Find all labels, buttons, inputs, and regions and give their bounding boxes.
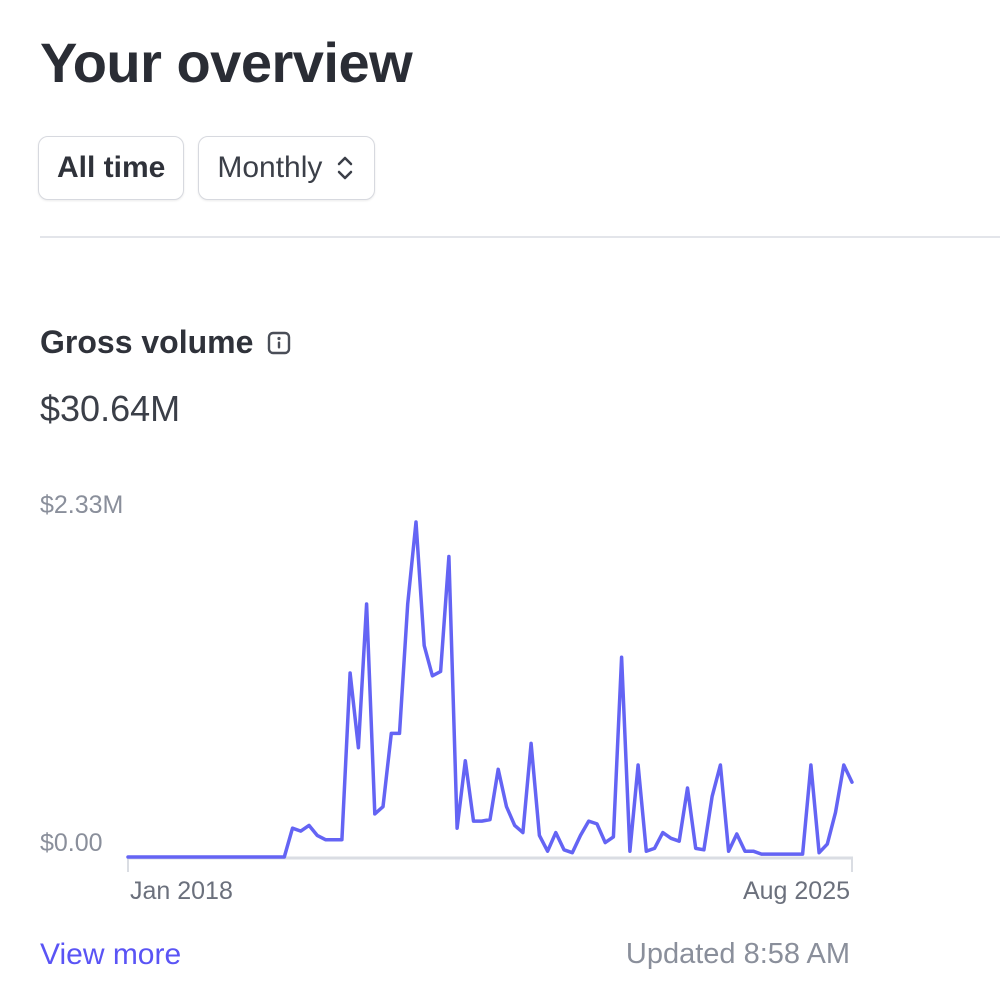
x-axis-end-label: Aug 2025: [743, 877, 850, 905]
interval-select[interactable]: Monthly: [198, 136, 376, 200]
metric-value: $30.64M: [40, 388, 181, 429]
filter-bar: All time Monthly: [38, 136, 376, 200]
metric-label: Gross volume: [40, 324, 254, 360]
metric-header: Gross volume: [40, 324, 291, 361]
y-axis-min-label: $0.00: [40, 829, 103, 857]
info-icon[interactable]: [267, 331, 291, 355]
interval-label: Monthly: [217, 151, 323, 184]
updated-timestamp: Updated 8:58 AM: [625, 938, 850, 970]
date-range-label: All time: [57, 151, 166, 184]
series-line: [126, 520, 854, 859]
section-divider: [40, 236, 1000, 238]
page-title: Your overview: [40, 31, 413, 94]
view-more-link[interactable]: View more: [40, 938, 182, 971]
date-range-button[interactable]: All time: [38, 136, 185, 200]
y-axis-max-label: $2.33M: [40, 491, 123, 519]
chevron-up-down-icon: [338, 156, 353, 180]
gross-volume-chart: $2.33M $0.00 Jan 2018 Aug 2025: [40, 491, 854, 905]
x-axis-start-label: Jan 2018: [130, 877, 233, 905]
